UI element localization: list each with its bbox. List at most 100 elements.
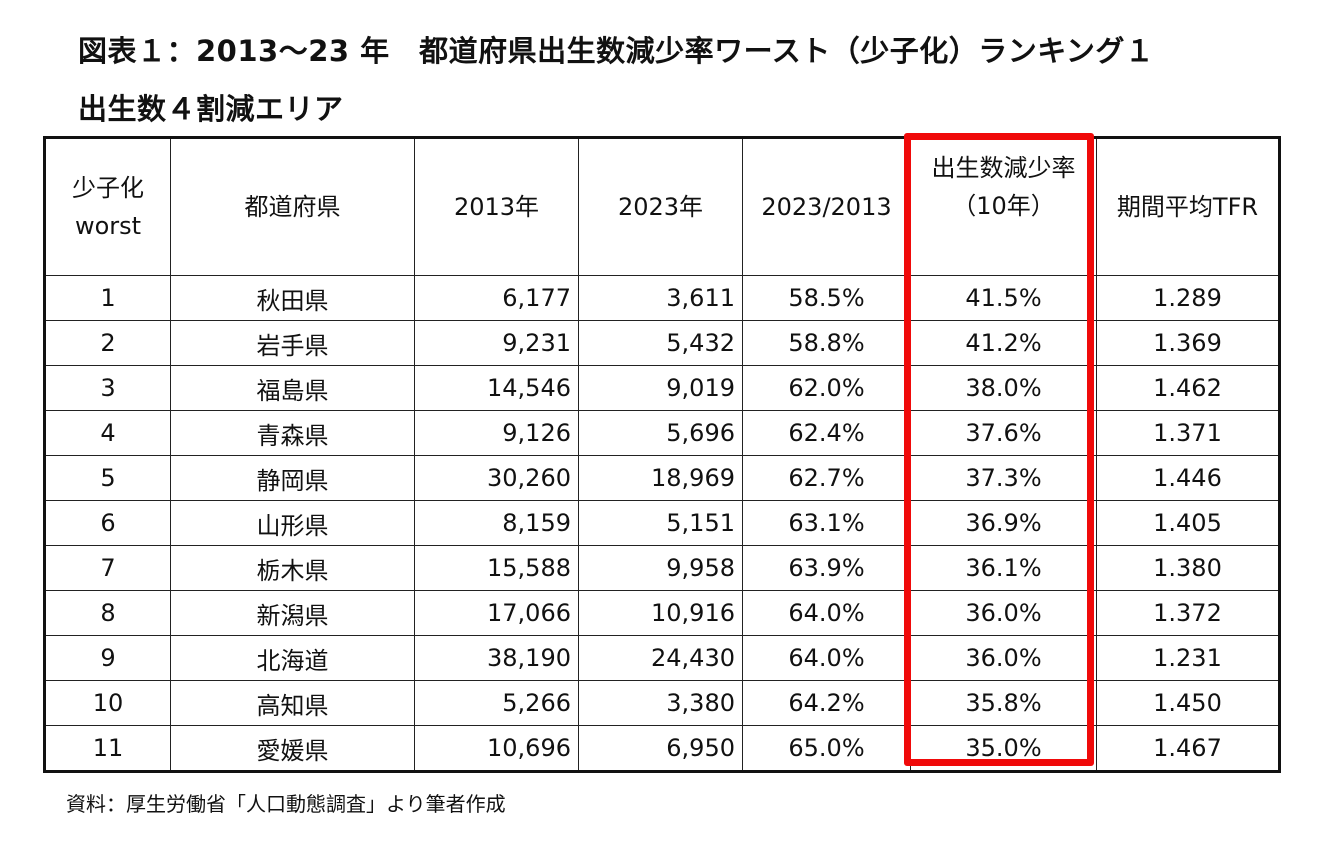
header-tfr: 期間平均TFR [1096,137,1280,276]
header-row: 少子化 worst 都道府県 2013年 2023年 2023/2013 出生数… [44,137,1280,276]
rank-cell: 10 [44,680,171,726]
prefecture-cell: 福島県 [170,365,415,411]
rank-cell: 1 [44,275,171,321]
ratio-cell: 62.7% [742,455,911,501]
rank-cell: 5 [44,455,171,501]
table-row: 7 栃木県 15,588 9,958 63.9% 36.1% 1.380 [44,545,1280,591]
prefecture-cell: 新潟県 [170,590,415,636]
table-row: 4 青森県 9,126 5,696 62.4% 37.6% 1.371 [44,410,1280,456]
births-2013-cell: 15,588 [414,545,579,591]
prefecture-cell: 栃木県 [170,545,415,591]
figure-title: 図表１：2013～23 年 都道府県出生数減少率ワースト（少子化）ランキング１ [78,34,1155,68]
tfr-cell: 1.462 [1096,365,1280,411]
table-body: 1 秋田県 6,177 3,611 58.5% 41.5% 1.289 2 岩手県 9,231 5,… [44,275,1280,772]
ratio-cell: 62.0% [742,365,911,411]
tfr-cell: 1.289 [1096,275,1280,321]
table-row: 8 新潟県 17,066 10,916 64.0% 36.0% 1.372 [44,590,1280,636]
births-2023-cell: 3,380 [578,680,743,726]
births-2013-cell: 9,126 [414,410,579,456]
prefecture-cell: 北海道 [170,635,415,681]
decline-rate-cell: 37.6% [910,410,1097,456]
header-rank-line2: worst [74,212,142,240]
rank-cell: 7 [44,545,171,591]
decline-rate-cell: 36.0% [910,635,1097,681]
ranking-table: 少子化 worst 都道府県 2013年 2023年 2023/2013 出生数… [43,136,1281,773]
decline-rate-cell: 36.9% [910,500,1097,546]
tfr-cell: 1.405 [1096,500,1280,546]
births-2013-cell: 8,159 [414,500,579,546]
births-2023-cell: 3,611 [578,275,743,321]
header-rank: 少子化 worst [44,137,171,276]
decline-rate-cell: 36.1% [910,545,1097,591]
rank-cell: 4 [44,410,171,456]
header-prefecture: 都道府県 [170,137,415,276]
rank-cell: 8 [44,590,171,636]
ratio-cell: 64.0% [742,590,911,636]
table-row: 11 愛媛県 10,696 6,950 65.0% 35.0% 1.467 [44,725,1280,772]
rank-cell: 2 [44,320,171,366]
births-2023-cell: 9,958 [578,545,743,591]
table-row: 1 秋田県 6,177 3,611 58.5% 41.5% 1.289 [44,275,1280,321]
header-2023: 2023年 [578,137,743,276]
ratio-cell: 64.0% [742,635,911,681]
births-2023-cell: 5,432 [578,320,743,366]
births-2023-cell: 5,696 [578,410,743,456]
decline-rate-cell: 38.0% [910,365,1097,411]
tfr-cell: 1.372 [1096,590,1280,636]
tfr-cell: 1.450 [1096,680,1280,726]
ratio-cell: 62.4% [742,410,911,456]
rank-cell: 9 [44,635,171,681]
rank-cell: 3 [44,365,171,411]
births-2013-cell: 17,066 [414,590,579,636]
births-2013-cell: 30,260 [414,455,579,501]
prefecture-cell: 静岡県 [170,455,415,501]
births-2023-cell: 24,430 [578,635,743,681]
tfr-cell: 1.369 [1096,320,1280,366]
tfr-cell: 1.446 [1096,455,1280,501]
tfr-cell: 1.467 [1096,725,1280,772]
prefecture-cell: 青森県 [170,410,415,456]
header-decline: 出生数減少率 （10年） [910,137,1097,276]
births-2023-cell: 9,019 [578,365,743,411]
prefecture-cell: 山形県 [170,500,415,546]
rank-cell: 6 [44,500,171,546]
figure-subtitle: 出生数４割減エリア [78,92,344,126]
births-2013-cell: 5,266 [414,680,579,726]
prefecture-cell: 岩手県 [170,320,415,366]
tfr-cell: 1.380 [1096,545,1280,591]
table-row: 3 福島県 14,546 9,019 62.0% 38.0% 1.462 [44,365,1280,411]
table-row: 5 静岡県 30,260 18,969 62.7% 37.3% 1.446 [44,455,1280,501]
births-2013-cell: 10,696 [414,725,579,772]
prefecture-cell: 高知県 [170,680,415,726]
prefecture-cell: 愛媛県 [170,725,415,772]
births-2023-cell: 5,151 [578,500,743,546]
header-rank-line1: 少子化 [72,174,144,202]
decline-rate-cell: 41.2% [910,320,1097,366]
header-decline-line1: 出生数減少率 [931,154,1076,182]
ratio-cell: 63.9% [742,545,911,591]
births-2013-cell: 9,231 [414,320,579,366]
births-2023-cell: 10,916 [578,590,743,636]
decline-rate-cell: 37.3% [910,455,1097,501]
tfr-cell: 1.371 [1096,410,1280,456]
births-2013-cell: 6,177 [414,275,579,321]
rank-cell: 11 [44,725,171,772]
decline-rate-cell: 35.0% [910,725,1097,772]
ratio-cell: 65.0% [742,725,911,772]
decline-rate-cell: 41.5% [910,275,1097,321]
decline-rate-cell: 35.8% [910,680,1097,726]
births-2023-cell: 6,950 [578,725,743,772]
table-row: 2 岩手県 9,231 5,432 58.8% 41.2% 1.369 [44,320,1280,366]
births-2013-cell: 14,546 [414,365,579,411]
ratio-cell: 58.5% [742,275,911,321]
prefecture-cell: 秋田県 [170,275,415,321]
decline-rate-cell: 36.0% [910,590,1097,636]
header-ratio: 2023/2013 [742,137,911,276]
births-2023-cell: 18,969 [578,455,743,501]
table-row: 10 高知県 5,266 3,380 64.2% 35.8% 1.450 [44,680,1280,726]
table-row: 9 北海道 38,190 24,430 64.0% 36.0% 1.231 [44,635,1280,681]
ratio-cell: 58.8% [742,320,911,366]
source-note: 資料：厚生労働省「人口動態調査」より筆者作成 [66,792,506,816]
header-decline-line2: （10年） [952,192,1055,220]
tfr-cell: 1.231 [1096,635,1280,681]
